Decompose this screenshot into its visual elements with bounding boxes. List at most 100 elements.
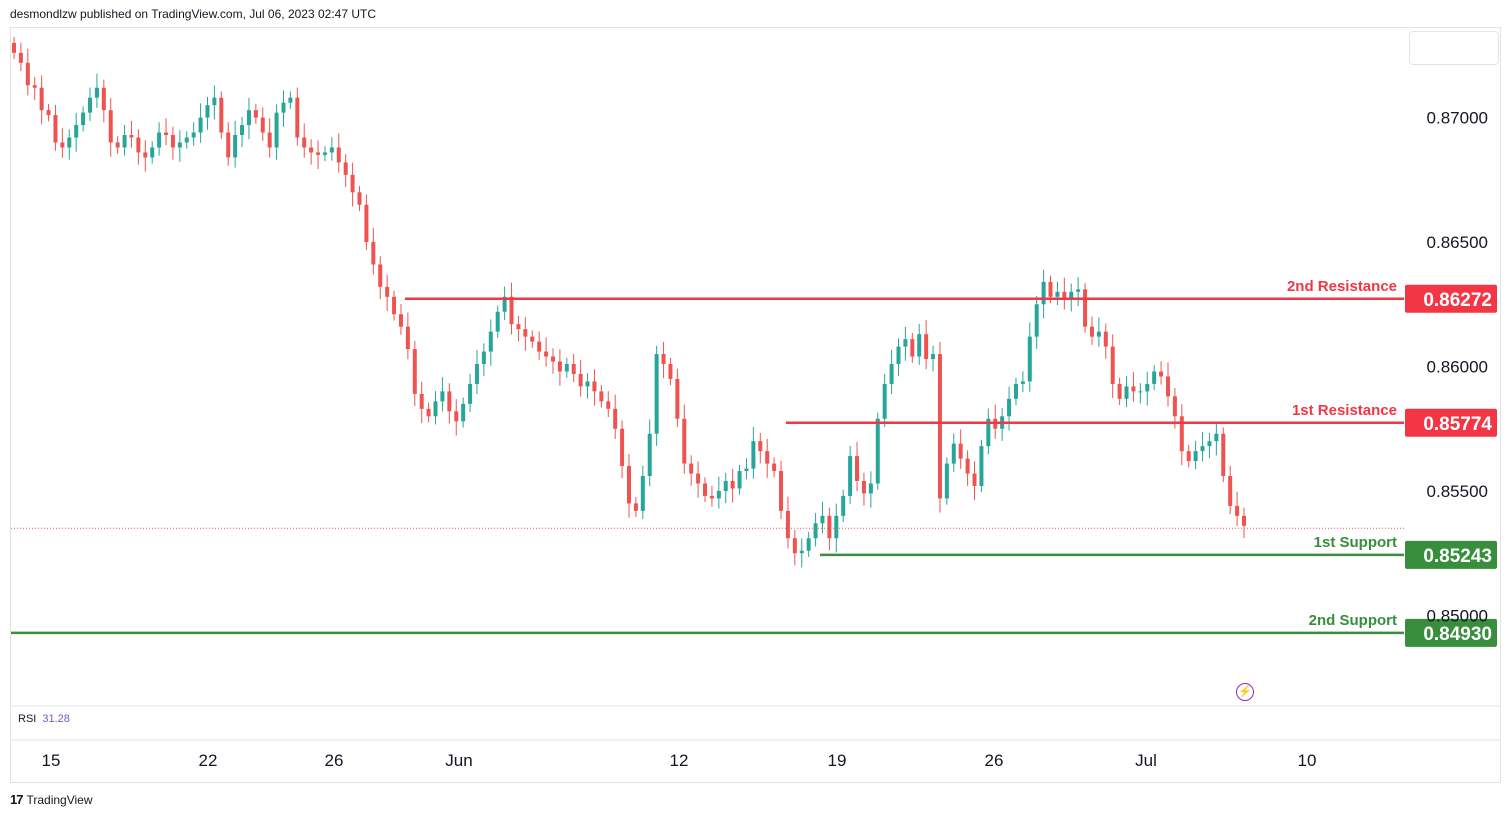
candle-body [53,115,58,143]
candle-body [115,142,120,148]
candle-body [136,137,141,153]
candle-body [481,351,486,365]
candle-body [647,433,652,477]
candle-body [633,503,638,511]
candle-body [550,356,555,362]
candle-body [184,137,189,143]
candle-body [101,87,106,111]
candle-body [682,418,687,464]
candle-body [295,97,300,138]
candle-body [723,480,728,491]
candle-body [1110,346,1115,384]
candle-body [191,132,196,138]
y-tick-label: 0.85500 [1427,482,1488,501]
candle-body [385,286,390,297]
candle-body [122,135,127,148]
candle-body [896,346,901,365]
candle-body [447,391,452,412]
tradingview-logo-icon[interactable]: 17 [10,792,24,807]
candle-body [1069,291,1074,300]
candle-body [882,383,887,419]
candle-body [785,510,790,539]
level-label: 2nd Resistance [1287,278,1397,295]
candle-body [944,463,949,499]
candle-body [205,105,210,118]
candle-body [1242,515,1246,526]
candle-body [426,408,431,417]
candle-body [1186,451,1191,462]
candle-body [661,354,666,365]
candle-body [281,102,286,113]
candle-body [744,468,749,472]
candle-body [1041,281,1046,305]
candle-body [544,351,549,357]
y-tick-label: 0.86000 [1427,358,1488,377]
candle-body [799,550,804,554]
level-price-text: 0.86272 [1423,290,1492,311]
candle-body [1200,446,1205,452]
candle-body [620,428,625,467]
candle-body [530,336,535,342]
candle-body [1089,326,1094,337]
candle-body [820,515,825,524]
candle-body [1103,331,1108,347]
candle-body [640,476,645,511]
candle-body [39,87,44,111]
candle-body [751,441,756,469]
candle-body [848,456,853,496]
candle-body [1013,383,1018,399]
candle-body [150,147,155,158]
candle-body [509,296,514,325]
level-label: 1st Support [1314,534,1397,551]
x-tick-label: 10 [1298,751,1317,770]
candle-body [129,135,134,138]
candle-body [903,339,908,347]
candle-body [696,473,701,484]
candle-body [412,349,417,394]
candle-body [25,62,30,86]
candle-body [578,373,583,387]
candle-body [1221,433,1226,477]
lightning-icon[interactable]: ⚡ [1236,683,1254,701]
candle-body [316,152,321,155]
candle-body [654,354,659,434]
candle-body [74,125,79,138]
candle-body [1117,383,1122,399]
candle-body [703,483,708,496]
candle-body [931,354,936,360]
footer-brand[interactable]: TradingView [26,792,93,807]
level-price-badge [1405,284,1497,313]
candle-body [143,152,148,158]
candle-body [592,381,597,392]
candle-body [516,324,521,330]
candle-body [1076,289,1081,292]
candle-body [1124,386,1129,399]
x-tick-label: 22 [199,751,218,770]
candle-body [627,466,631,504]
chart-frame [10,27,1501,783]
candle-body [1179,416,1184,452]
candle-body [32,85,37,88]
candle-body [772,463,777,472]
candle-body [855,456,860,481]
candle-body [226,132,231,158]
candle-body [454,411,459,422]
candle-body [18,52,23,63]
candle-body [322,152,327,155]
candle-body [958,443,963,459]
level-price-badge [1405,540,1497,569]
candle-body [1159,371,1164,377]
top-right-box[interactable] [1409,31,1499,65]
candle-body [1193,451,1198,462]
candle-body [267,132,272,148]
y-tick-label: 0.86500 [1427,233,1488,252]
x-tick-label: Jun [445,751,472,770]
candle-body [12,42,16,53]
candle-body [827,515,832,539]
candle-body [392,296,397,315]
candle-body [1096,331,1101,337]
candle-body [668,364,673,379]
candle-body [488,331,493,352]
candle-body [502,296,507,312]
